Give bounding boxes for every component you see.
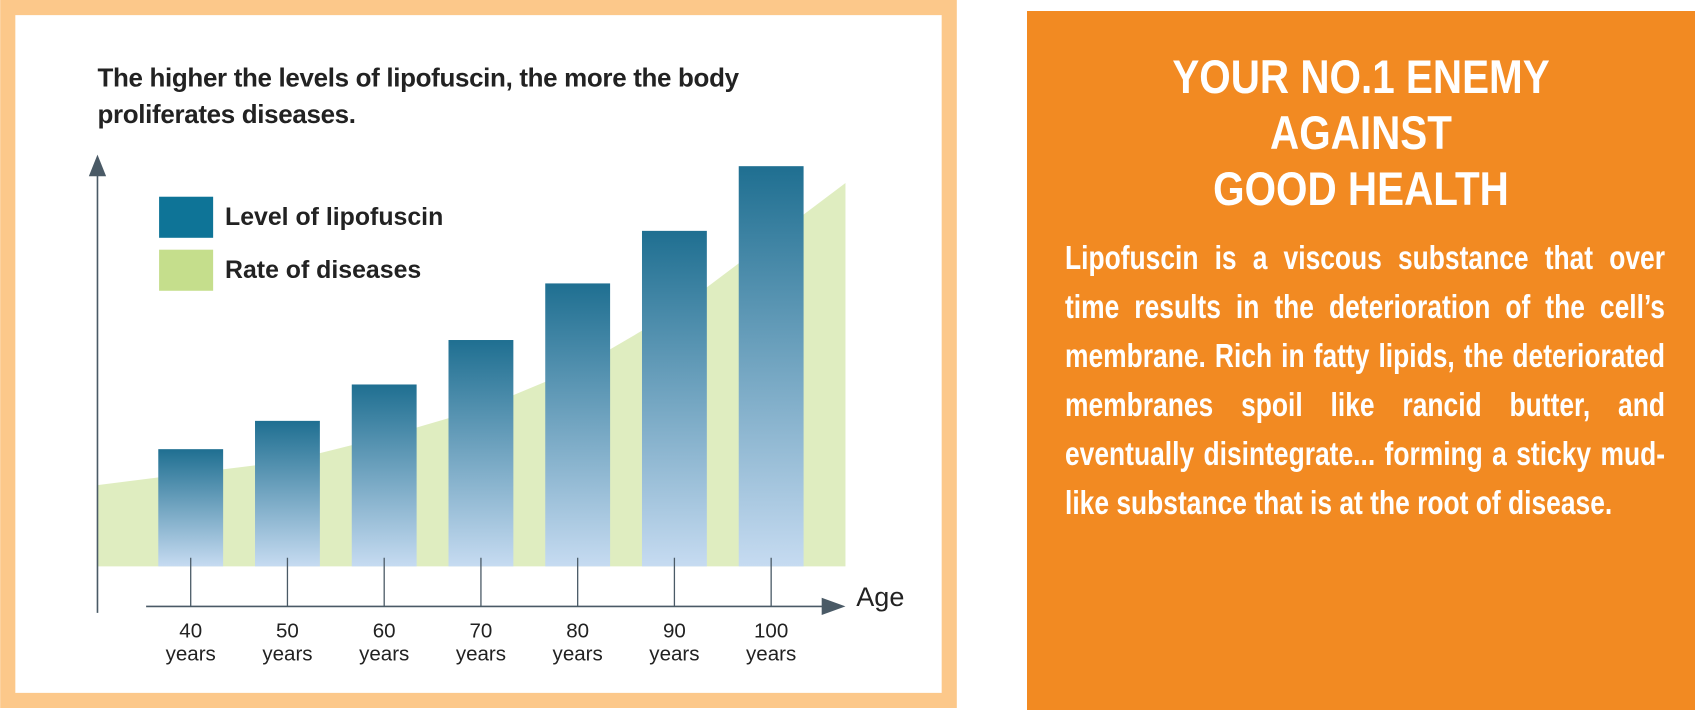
x-tick-label: 50 years	[262, 620, 313, 666]
legend-label: Rate of diseases	[225, 256, 421, 284]
bar	[255, 420, 320, 567]
x-tick-label-box: 100 years	[746, 620, 797, 666]
x-axis-arrow	[821, 597, 846, 616]
bar	[545, 283, 611, 567]
bar	[448, 340, 514, 567]
chart: The higher the levels of lipofuscin, the…	[0, 0, 957, 708]
panel-body: Lipofuscin is a viscous substance that o…	[1065, 239, 1665, 521]
bar	[158, 449, 224, 567]
x-tick-label: 90 years	[649, 620, 700, 666]
heading-line: AGAINST	[1270, 106, 1452, 159]
x-tick-label: 80 years	[552, 620, 603, 666]
title-box: The higher the levels of lipofuscin, the…	[97, 63, 739, 130]
x-tick-label-box: 60 years	[359, 620, 410, 666]
bar	[351, 384, 417, 567]
x-tick-label: 60 years	[359, 620, 410, 666]
bar	[738, 166, 804, 567]
area	[190, 238, 772, 567]
bar	[641, 230, 707, 567]
x-tick-label-box: 50 years	[262, 620, 313, 666]
x-tick-label: 100 years	[746, 620, 797, 666]
legend-label: Level of lipofuscin	[225, 203, 443, 231]
info-panel: YOUR NO.1 ENEMY AGAINST GOOD HEALTH Lipo…	[1027, 11, 1695, 710]
panel-heading: YOUR NO.1 ENEMY AGAINST GOOD HEALTH	[1074, 49, 1648, 217]
legend-swatch	[159, 196, 214, 238]
heading-line: GOOD HEALTH	[1213, 162, 1509, 215]
heading-line: YOUR NO.1 ENEMY	[1172, 50, 1550, 103]
x-tick-label-box: 90 years	[649, 620, 700, 666]
x-tick-label: 70 years	[455, 620, 507, 666]
x-tick-label-box: 40 years	[165, 620, 216, 666]
x-tick-label-box: 70 years	[455, 620, 507, 666]
x-axis-label: Age	[856, 582, 904, 612]
x-tick-label: 40 years	[165, 620, 216, 666]
x-tick-label-box: 80 years	[552, 620, 603, 666]
y-axis-arrow	[88, 154, 107, 177]
legend-swatch	[159, 249, 214, 291]
chart-title: The higher the levels of lipofuscin, the…	[97, 63, 739, 130]
